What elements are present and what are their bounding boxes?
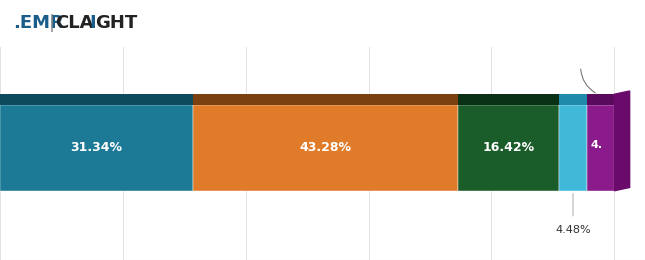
Bar	[459, 105, 559, 191]
Text: 4.48%: 4.48%	[555, 225, 591, 235]
Bar	[587, 94, 614, 105]
Bar	[0, 94, 192, 105]
Bar	[0, 105, 192, 191]
Bar	[192, 94, 459, 105]
Text: 43.28%: 43.28%	[299, 141, 352, 154]
Text: 16.42%: 16.42%	[482, 141, 535, 154]
Text: I: I	[89, 14, 95, 32]
Bar	[559, 105, 587, 191]
Text: .EMR: .EMR	[13, 14, 64, 32]
Bar	[192, 105, 459, 191]
Bar	[459, 94, 559, 105]
Bar	[559, 94, 587, 105]
Text: CLA: CLA	[55, 14, 94, 32]
Text: GHT: GHT	[95, 14, 138, 32]
Text: 31.34%: 31.34%	[70, 141, 123, 154]
Text: 4.: 4.	[591, 140, 603, 150]
Polygon shape	[614, 91, 630, 191]
Text: |: |	[48, 14, 54, 32]
Bar	[587, 105, 614, 191]
